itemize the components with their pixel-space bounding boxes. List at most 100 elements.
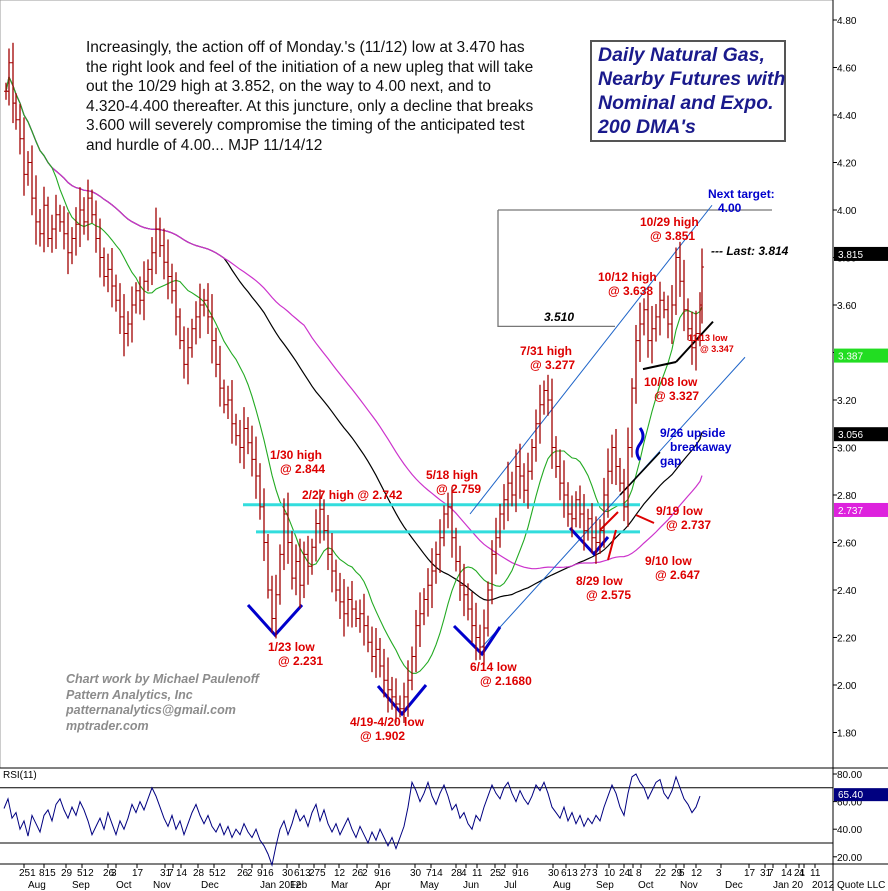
x-day-label: 4 bbox=[799, 868, 805, 879]
price-bar bbox=[386, 657, 390, 713]
price-tick-label: 4.80 bbox=[837, 16, 857, 27]
price-bar bbox=[254, 436, 258, 499]
x-day-label: 29 bbox=[671, 868, 683, 879]
price-bar bbox=[442, 505, 446, 547]
x-month-label: Oct bbox=[638, 880, 654, 891]
price-bar bbox=[266, 533, 270, 599]
price-bar bbox=[90, 189, 94, 224]
annotation-value: breakaway bbox=[670, 440, 732, 454]
x-month-label: Apr bbox=[375, 880, 391, 891]
price-bar bbox=[86, 179, 90, 241]
price-bar bbox=[586, 508, 590, 541]
price-bar bbox=[194, 301, 198, 345]
price-bar bbox=[658, 281, 662, 336]
annotation-text: 1/23 low bbox=[268, 640, 315, 654]
price-tag bbox=[834, 246, 888, 261]
rsi-panel: RSI(11) 80.00 60.00 40.00 20.00 65.40 bbox=[0, 770, 888, 867]
price-bar bbox=[102, 247, 106, 287]
price-bar bbox=[114, 274, 118, 312]
price-tick-label: 4.40 bbox=[837, 111, 857, 122]
price-tag bbox=[834, 348, 888, 363]
x-day-label: 7 bbox=[168, 868, 174, 879]
price-tick-label: 3.00 bbox=[837, 444, 857, 455]
rsi-last-label: 65.40 bbox=[838, 790, 863, 801]
price-bar bbox=[418, 592, 422, 647]
annotation-value: @ 3.327 bbox=[654, 389, 699, 403]
annotation-value: @ 2.844 bbox=[280, 462, 325, 476]
price-bar bbox=[422, 588, 426, 626]
x-day-label: 512 bbox=[77, 868, 94, 879]
price-bar bbox=[234, 413, 238, 446]
x-month-label: Sep bbox=[72, 880, 90, 891]
x-day-label: 21 bbox=[794, 868, 806, 879]
annotation-value: @ 2.575 bbox=[586, 588, 631, 602]
rsi-tick-label: 80.00 bbox=[837, 770, 862, 781]
price-bar bbox=[634, 324, 638, 404]
x-month-label: Jan 20 bbox=[773, 880, 803, 891]
channel-lower-line bbox=[481, 356, 746, 648]
price-bar bbox=[562, 460, 566, 518]
price-bar bbox=[218, 345, 222, 407]
nominal-200-dma-line bbox=[5, 75, 703, 601]
annotation-text: 9/26 upside bbox=[660, 426, 726, 440]
price-bar bbox=[590, 503, 594, 554]
price-bar bbox=[62, 206, 66, 250]
price-bar bbox=[142, 261, 146, 321]
price-bar bbox=[458, 545, 462, 601]
annotation-text: 7/31 high bbox=[520, 344, 572, 358]
price-bar bbox=[186, 327, 190, 385]
price-bar bbox=[534, 409, 538, 462]
price-bar bbox=[250, 425, 254, 477]
price-bar bbox=[82, 197, 86, 235]
x-month-label: Oct bbox=[116, 880, 132, 891]
price-bar bbox=[502, 484, 506, 530]
price-bar bbox=[242, 407, 246, 469]
x-day-label: 26 bbox=[237, 868, 249, 879]
price-bar bbox=[42, 186, 46, 253]
price-bar bbox=[338, 572, 342, 619]
x-day-label: 916 bbox=[512, 868, 529, 879]
x-day-label: 14 bbox=[176, 868, 188, 879]
annotation-value: @ 2.737 bbox=[666, 518, 711, 532]
price-bar bbox=[146, 259, 150, 292]
price-bar bbox=[122, 294, 126, 357]
price-bar bbox=[162, 228, 166, 280]
price-bar bbox=[530, 438, 534, 480]
price-bar bbox=[430, 548, 434, 609]
price-bar bbox=[282, 498, 286, 571]
price-bar bbox=[238, 419, 242, 464]
price-bar bbox=[78, 187, 82, 248]
price-bar bbox=[462, 563, 466, 617]
price-bar bbox=[74, 207, 78, 256]
pointer-line bbox=[635, 514, 655, 524]
price-bar bbox=[138, 276, 142, 315]
x-day-label: 26 bbox=[352, 868, 364, 879]
price-bar bbox=[322, 499, 326, 541]
rsi-label: RSI(11) bbox=[3, 770, 37, 781]
axes: 4.804.604.404.204.003.803.603.403.203.00… bbox=[19, 16, 888, 891]
annotation-text: 1/30 high bbox=[270, 448, 322, 462]
v-low-marker bbox=[452, 624, 502, 657]
price-bar bbox=[374, 628, 378, 678]
price-bar bbox=[150, 237, 154, 286]
annotation-text: 11/13 low bbox=[688, 333, 729, 343]
price-bar bbox=[350, 580, 354, 628]
price-bar bbox=[414, 609, 418, 673]
price-bar bbox=[474, 602, 478, 661]
x-day-label: 714 bbox=[426, 868, 443, 879]
rsi-tick-label: 60.00 bbox=[837, 798, 862, 809]
x-day-label: 4 bbox=[461, 868, 467, 879]
price-bar bbox=[290, 531, 294, 590]
chart-credits: Chart work by Michael Paulenoff Pattern … bbox=[66, 672, 259, 734]
quote-credit: 2012 Quote LLC bbox=[812, 880, 885, 891]
price-bar bbox=[342, 579, 346, 637]
price-bar bbox=[682, 259, 686, 332]
x-day-label: 26 bbox=[103, 868, 115, 879]
annotations: 1/30 high@ 2.844 2/27 high @ 2.742 1/23 lo… bbox=[268, 187, 789, 743]
annotation-text: 8/29 low bbox=[576, 574, 623, 588]
price-tick-label: 2.40 bbox=[837, 586, 857, 597]
credit-line: Pattern Analytics, Inc bbox=[66, 687, 193, 702]
price-bar bbox=[126, 311, 130, 347]
x-month-label: Nov bbox=[680, 880, 698, 891]
price-bar bbox=[94, 200, 98, 253]
